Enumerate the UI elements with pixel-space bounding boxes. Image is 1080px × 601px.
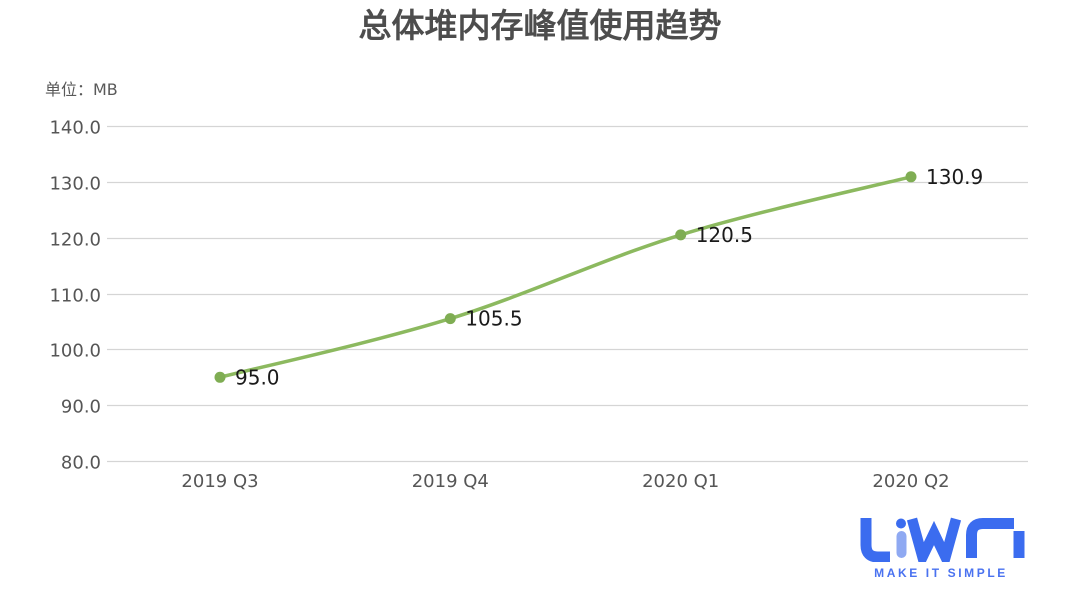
chart-title: 总体堆内存峰值使用趋势: [358, 6, 722, 45]
data-point-label: 95.0: [235, 365, 280, 389]
y-axis-tick-label: 90.0: [61, 397, 101, 418]
data-point-label: 120.5: [696, 223, 753, 247]
logo-tagline: MAKE IT SIMPLE: [874, 566, 1008, 580]
liwa-logo: MAKE IT SIMPLE: [856, 514, 1026, 580]
y-axis-tick-label: 120.0: [49, 230, 101, 251]
data-point-label: 130.9: [926, 165, 983, 189]
data-point-label: 105.5: [465, 307, 522, 331]
logo-letter-w: [906, 517, 962, 562]
trend-line: [218, 175, 913, 380]
data-point-marker: [905, 171, 917, 183]
x-axis-tick-label: 2020 Q1: [642, 471, 719, 492]
data-point-marker: [444, 313, 456, 325]
y-axis-tick-label: 80.0: [61, 453, 101, 474]
logo-letter-i-dot: [896, 518, 906, 529]
y-axis-tick-label: 140.0: [49, 118, 101, 139]
logo-wordmark-icon: [860, 517, 1025, 562]
logo-letter-l: [860, 518, 890, 562]
data-point-marker: [675, 229, 687, 241]
x-axis-tick-label: 2019 Q3: [181, 471, 258, 492]
unit-label: 单位：MB: [45, 80, 118, 99]
x-axis-tick-label: 2020 Q2: [872, 471, 949, 492]
y-axis-tick-label: 100.0: [49, 341, 101, 362]
y-axis-tick-label: 130.0: [49, 174, 101, 195]
logo-letter-a-arch: [966, 518, 1014, 558]
data-point-marker: [214, 371, 226, 383]
x-axis-tick-label: 2019 Q4: [412, 471, 489, 492]
y-axis-tick-label: 110.0: [49, 286, 101, 307]
